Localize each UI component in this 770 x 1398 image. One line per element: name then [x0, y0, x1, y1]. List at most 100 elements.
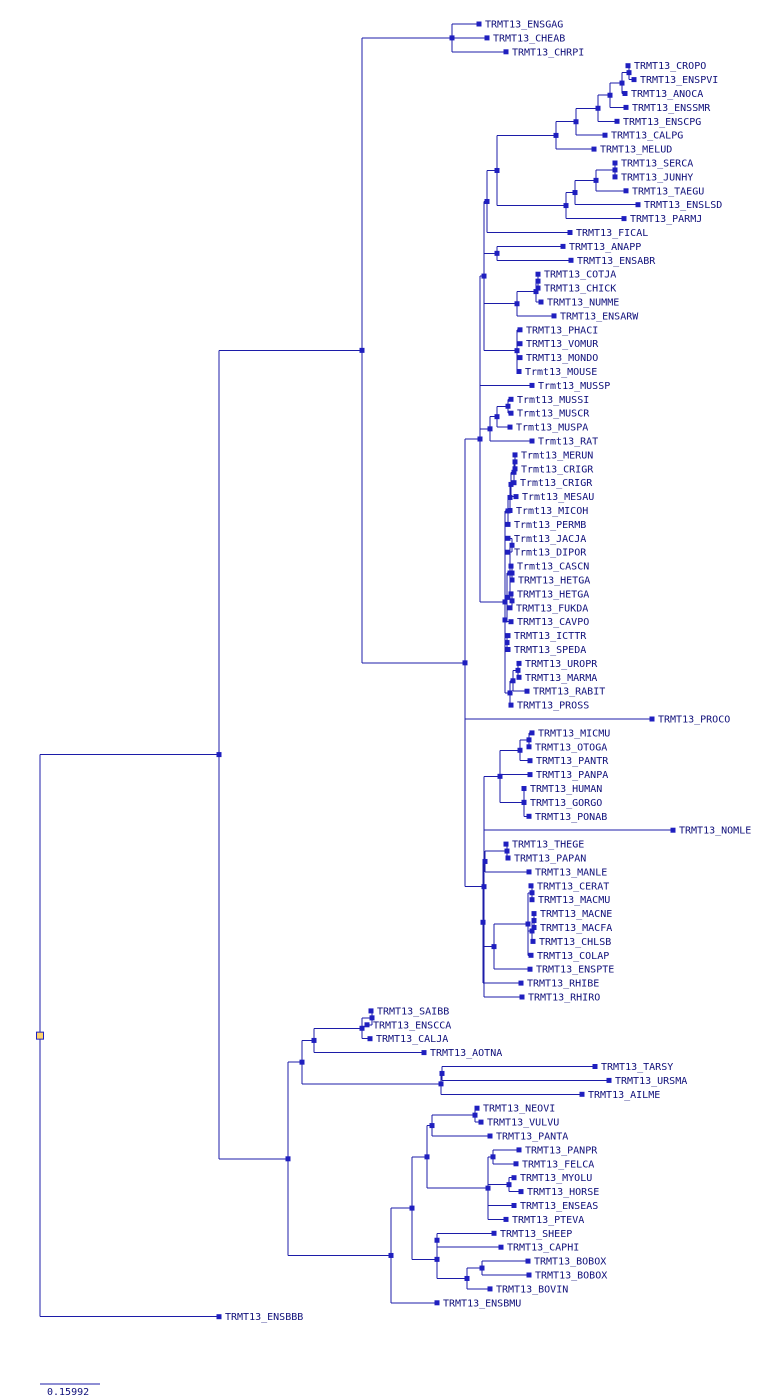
leaf-node[interactable]	[474, 1105, 480, 1111]
internal-node[interactable]	[481, 273, 487, 279]
internal-node[interactable]	[509, 542, 515, 548]
internal-node[interactable]	[311, 1037, 317, 1043]
leaf-node[interactable]	[612, 160, 618, 166]
internal-node[interactable]	[553, 132, 559, 138]
internal-node[interactable]	[388, 1252, 394, 1258]
internal-node[interactable]	[494, 414, 500, 420]
internal-node[interactable]	[505, 403, 511, 409]
leaf-node[interactable]	[487, 1133, 493, 1139]
leaf-node[interactable]	[508, 591, 514, 597]
internal-node[interactable]	[491, 944, 497, 950]
internal-node[interactable]	[593, 177, 599, 183]
leaf-node[interactable]	[368, 1008, 374, 1014]
internal-node[interactable]	[507, 494, 513, 500]
leaf-node[interactable]	[516, 660, 522, 666]
internal-node[interactable]	[481, 884, 487, 890]
internal-node[interactable]	[494, 167, 500, 173]
leaf-node[interactable]	[526, 869, 532, 875]
internal-node[interactable]	[502, 599, 508, 605]
leaf-node[interactable]	[517, 355, 523, 361]
leaf-node[interactable]	[503, 1216, 509, 1222]
leaf-node[interactable]	[505, 633, 511, 639]
leaf-node[interactable]	[527, 758, 533, 764]
internal-node[interactable]	[409, 1205, 415, 1211]
leaf-node[interactable]	[528, 952, 534, 958]
internal-node[interactable]	[497, 773, 503, 779]
leaf-node[interactable]	[519, 994, 525, 1000]
internal-node[interactable]	[494, 250, 500, 256]
internal-node[interactable]	[521, 799, 527, 805]
leaf-node[interactable]	[567, 230, 573, 235]
leaf-node[interactable]	[487, 1286, 493, 1292]
internal-node[interactable]	[359, 1025, 365, 1031]
leaf-node[interactable]	[560, 243, 566, 249]
internal-node[interactable]	[480, 919, 486, 925]
leaf-node[interactable]	[503, 841, 509, 847]
internal-node[interactable]	[472, 1112, 478, 1118]
internal-node[interactable]	[514, 301, 520, 307]
leaf-node[interactable]	[623, 104, 629, 110]
leaf-node[interactable]	[517, 327, 523, 333]
leaf-node[interactable]	[531, 911, 537, 917]
leaf-node[interactable]	[530, 938, 536, 944]
leaf-node[interactable]	[529, 382, 535, 388]
leaf-node[interactable]	[518, 1189, 524, 1195]
leaf-node[interactable]	[511, 1175, 517, 1181]
internal-node[interactable]	[216, 752, 222, 758]
leaf-node[interactable]	[526, 744, 532, 750]
internal-node[interactable]	[359, 347, 365, 353]
leaf-node[interactable]	[602, 132, 608, 138]
leaf-node[interactable]	[421, 1050, 427, 1056]
leaf-node[interactable]	[538, 299, 544, 305]
leaf-node[interactable]	[535, 285, 541, 291]
internal-node[interactable]	[533, 289, 539, 295]
leaf-node[interactable]	[505, 521, 511, 527]
leaf-node[interactable]	[364, 1022, 370, 1028]
leaf-node[interactable]	[505, 549, 511, 555]
internal-node[interactable]	[563, 203, 569, 209]
leaf-node[interactable]	[529, 897, 535, 903]
leaf-node[interactable]	[649, 716, 655, 722]
leaf-node[interactable]	[517, 341, 523, 347]
internal-node[interactable]	[285, 1156, 291, 1162]
leaf-node[interactable]	[507, 424, 513, 430]
internal-node[interactable]	[477, 436, 483, 442]
leaf-node[interactable]	[592, 1064, 598, 1069]
internal-node[interactable]	[299, 1059, 305, 1065]
internal-node[interactable]	[504, 640, 510, 646]
internal-node[interactable]	[529, 890, 535, 896]
internal-node[interactable]	[573, 119, 579, 125]
internal-node[interactable]	[487, 426, 493, 432]
leaf-node[interactable]	[513, 1161, 519, 1167]
leaf-node[interactable]	[511, 1203, 517, 1208]
internal-node[interactable]	[507, 690, 513, 696]
leaf-node[interactable]	[670, 827, 676, 833]
internal-node[interactable]	[511, 469, 517, 475]
internal-node[interactable]	[504, 594, 510, 600]
internal-node[interactable]	[464, 1275, 470, 1281]
leaf-node[interactable]	[512, 452, 518, 458]
leaf-node[interactable]	[508, 410, 514, 416]
internal-node[interactable]	[479, 1265, 485, 1271]
internal-node[interactable]	[626, 70, 632, 76]
leaf-node[interactable]	[518, 980, 524, 986]
leaf-node[interactable]	[434, 1300, 440, 1306]
leaf-node[interactable]	[478, 1119, 484, 1125]
leaf-node[interactable]	[612, 174, 618, 180]
leaf-node[interactable]	[505, 647, 511, 652]
leaf-node[interactable]	[505, 855, 511, 861]
leaf-node[interactable]	[635, 202, 641, 208]
internal-node[interactable]	[434, 1237, 440, 1243]
internal-node[interactable]	[619, 80, 625, 86]
internal-node[interactable]	[439, 1070, 445, 1076]
leaf-node[interactable]	[568, 257, 574, 263]
internal-node[interactable]	[612, 167, 618, 173]
leaf-node[interactable]	[524, 688, 530, 694]
leaf-node[interactable]	[606, 1077, 612, 1083]
leaf-node[interactable]	[622, 91, 628, 96]
internal-node[interactable]	[490, 1154, 496, 1160]
leaf-node[interactable]	[526, 1272, 532, 1278]
leaf-node[interactable]	[623, 188, 629, 194]
internal-node[interactable]	[434, 1256, 440, 1262]
internal-node[interactable]	[507, 570, 513, 576]
